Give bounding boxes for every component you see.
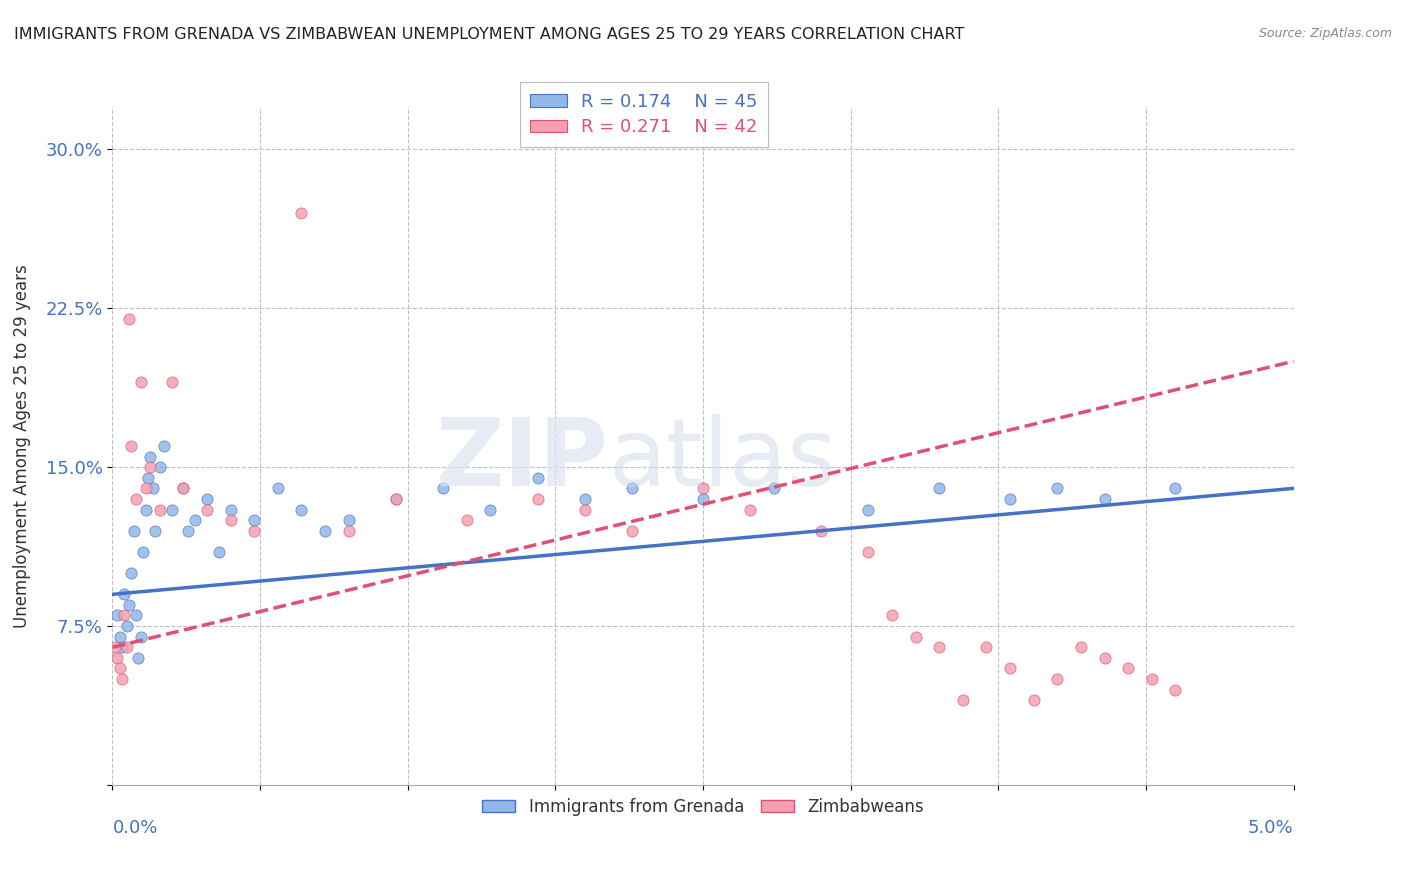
Point [740,502,762,516]
Point [1022,693,1045,707]
Point [1164,482,1187,496]
Point [105,651,128,665]
Point [1094,491,1116,506]
Point [177,524,200,538]
Point [208,545,231,559]
Point [195,491,218,506]
Point [1094,651,1116,665]
Point [314,524,336,538]
Point [337,524,360,538]
Point [432,482,454,496]
Point [621,524,644,538]
Point [129,376,152,390]
Point [1140,672,1163,686]
Point [1046,672,1069,686]
Text: 5.0%: 5.0% [1249,819,1294,837]
Point [172,482,194,496]
Point [125,608,148,623]
Y-axis label: Unemployment Among Ages 25 to 29 years: Unemployment Among Ages 25 to 29 years [14,264,31,628]
Point [976,640,998,655]
Point [243,513,266,527]
Point [219,502,242,516]
Point [1070,640,1092,655]
Text: IMMIGRANTS FROM GRENADA VS ZIMBABWEAN UNEMPLOYMENT AMONG AGES 25 TO 29 YEARS COR: IMMIGRANTS FROM GRENADA VS ZIMBABWEAN UN… [14,27,965,42]
Text: Source: ZipAtlas.com: Source: ZipAtlas.com [1258,27,1392,40]
Point [858,545,880,559]
Point [952,693,974,707]
Point [243,524,266,538]
Point [142,482,165,496]
Point [810,524,832,538]
Point [479,502,502,516]
Point [858,502,880,516]
Point [160,502,183,516]
Point [574,502,596,516]
Point [574,491,596,506]
Point [118,312,141,326]
Point [129,630,152,644]
Point [160,376,183,390]
Point [904,630,927,644]
Text: ZIP: ZIP [436,414,609,506]
Point [762,482,785,496]
Point [928,640,950,655]
Point [219,513,242,527]
Point [115,640,138,655]
Point [127,651,149,665]
Point [111,672,134,686]
Point [290,502,312,516]
Point [172,482,194,496]
Legend: Immigrants from Grenada, Zimbabweans: Immigrants from Grenada, Zimbabweans [474,789,932,824]
Point [149,460,172,475]
Point [143,524,166,538]
Point [928,482,950,496]
Point [108,630,131,644]
Point [337,513,360,527]
Point [120,439,142,453]
Point [385,491,408,506]
Point [122,524,145,538]
Text: 0.0%: 0.0% [112,819,157,837]
Point [139,450,162,464]
Point [1116,661,1139,675]
Point [112,587,135,601]
Text: atlas: atlas [609,414,837,506]
Point [456,513,478,527]
Point [108,661,131,675]
Point [195,502,218,516]
Point [136,471,159,485]
Point [135,502,157,516]
Point [112,608,135,623]
Point [998,661,1021,675]
Point [880,608,903,623]
Point [1164,682,1187,697]
Point [132,545,155,559]
Point [267,482,290,496]
Point [111,640,134,655]
Point [125,491,148,506]
Point [526,491,548,506]
Point [120,566,142,581]
Point [621,482,644,496]
Point [105,608,128,623]
Point [135,482,157,496]
Point [115,619,138,633]
Point [526,471,548,485]
Point [153,439,176,453]
Point [139,460,162,475]
Point [1046,482,1069,496]
Point [385,491,408,506]
Point [104,640,127,655]
Point [149,502,172,516]
Point [184,513,207,527]
Point [692,491,714,506]
Point [692,482,714,496]
Point [118,598,141,612]
Point [290,206,312,220]
Point [998,491,1021,506]
